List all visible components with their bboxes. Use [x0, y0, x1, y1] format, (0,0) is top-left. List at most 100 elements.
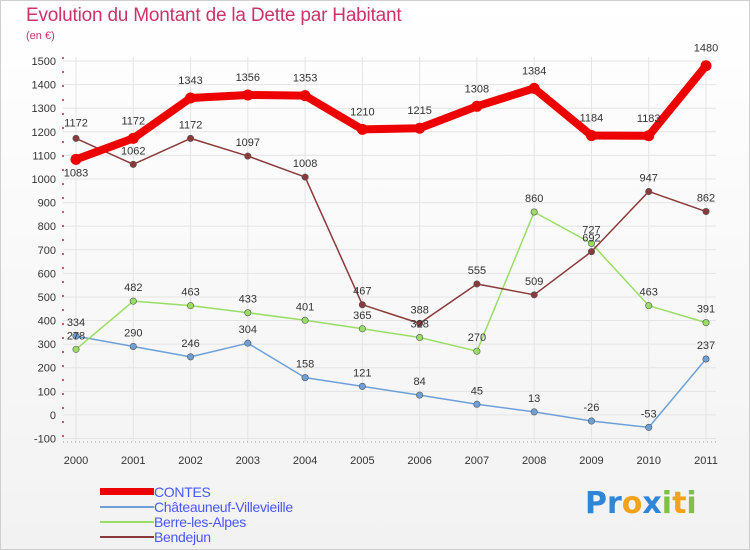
data-label: 1480 [694, 43, 718, 55]
data-label: 84 [414, 376, 426, 388]
x-tick-label: 2005 [350, 455, 374, 467]
y-tick-label: 1300 [32, 103, 56, 115]
data-label: 158 [296, 359, 314, 371]
legend-swatch-bendejun [100, 535, 154, 538]
proxiti-logo: Proxiti [585, 486, 697, 521]
legend-swatch-contes [100, 488, 154, 495]
y-tick-label: 400 [38, 316, 56, 328]
data-point [645, 302, 653, 310]
series-line-3 [75, 137, 707, 325]
logo-letter: r [607, 486, 622, 521]
data-label: 860 [525, 193, 543, 205]
data-label: 433 [239, 294, 257, 306]
data-point [244, 152, 252, 160]
x-tick-label: 2001 [121, 455, 145, 467]
data-point [244, 309, 252, 317]
data-label: 1210 [350, 106, 374, 118]
data-point [187, 302, 195, 310]
data-label: 121 [353, 367, 371, 379]
legend-swatch-berre [100, 520, 154, 523]
data-label: 1172 [64, 117, 88, 129]
data-point [127, 132, 139, 144]
data-point [301, 173, 309, 181]
data-label: 290 [124, 327, 142, 339]
data-label: 1172 [121, 115, 145, 127]
data-label: 304 [239, 324, 257, 336]
data-label: 1384 [522, 65, 546, 77]
data-point [528, 82, 540, 94]
data-point [473, 347, 481, 355]
logo-letter: t [672, 486, 687, 521]
series-line-0 [72, 61, 710, 164]
x-tick-label: 2008 [522, 455, 546, 467]
chart-title: Evolution du Montant de la Dette par Hab… [26, 5, 402, 26]
data-point [358, 382, 366, 390]
data-point [530, 208, 538, 216]
data-label: 13 [528, 393, 540, 405]
data-point [702, 208, 710, 216]
legend-label-bendejun: Bendejun [154, 528, 211, 545]
data-label: 334 [67, 317, 85, 329]
data-point [702, 355, 710, 363]
series-line-2 [75, 211, 707, 352]
data-label: 388 [410, 304, 428, 316]
data-label: 246 [181, 338, 199, 350]
axes [62, 57, 716, 443]
data-label: -26 [584, 402, 600, 414]
data-point [643, 130, 655, 142]
y-tick-label: 0 [50, 410, 56, 422]
data-point [299, 90, 311, 102]
x-tick-label: 2006 [407, 455, 431, 467]
data-point [129, 297, 137, 305]
data-label: 401 [296, 301, 314, 313]
data-label: 509 [525, 276, 543, 288]
legend-swatch-chateauneuf [100, 505, 154, 508]
data-label: 1343 [178, 75, 202, 87]
data-label: 692 [582, 233, 600, 245]
logo-letter: o [621, 486, 643, 521]
data-label: 1062 [121, 145, 145, 157]
data-point [358, 301, 366, 309]
y-tick-label: -100 [34, 434, 56, 446]
legend-label-berre: Berre-les-Alpes [154, 513, 246, 530]
series-layer [70, 60, 712, 431]
y-tick-label: 700 [38, 245, 56, 257]
data-point [301, 374, 309, 382]
data-label: 482 [124, 282, 142, 294]
x-tick-label: 2007 [465, 455, 489, 467]
y-tick-label: 1400 [32, 80, 56, 92]
data-point [70, 153, 82, 165]
data-point [358, 325, 366, 333]
legend-item-contes: CONTES [100, 484, 293, 500]
data-label: -53 [641, 408, 657, 420]
data-label: 463 [181, 287, 199, 299]
data-point [301, 316, 309, 324]
data-label: 1308 [465, 83, 489, 95]
data-label: 45 [471, 385, 483, 397]
data-point [471, 100, 483, 112]
data-label: 278 [67, 330, 85, 342]
data-label: 237 [697, 340, 715, 352]
y-tick-label: 1200 [32, 127, 56, 139]
y-tick-label: 1100 [32, 150, 56, 162]
data-point [473, 400, 481, 408]
y-tick-label: 1000 [32, 174, 56, 186]
data-point [645, 187, 653, 195]
data-label: 555 [468, 265, 486, 277]
legend-item-berre: Berre-les-Alpes [100, 513, 293, 530]
legend-item-bendejun: Bendejun [100, 528, 293, 545]
data-label: 1183 [637, 113, 661, 125]
y-tick-label: 200 [38, 363, 56, 375]
data-point [244, 339, 252, 347]
data-point [587, 239, 595, 247]
data-point [700, 60, 712, 72]
y-tick-label: 300 [38, 339, 56, 351]
data-label: 1172 [179, 119, 203, 131]
data-point [242, 89, 254, 101]
data-label: 1008 [293, 158, 317, 170]
data-point [129, 342, 137, 350]
data-label: 1184 [580, 113, 604, 125]
y-tick-label: 600 [38, 268, 56, 280]
data-point [530, 291, 538, 299]
